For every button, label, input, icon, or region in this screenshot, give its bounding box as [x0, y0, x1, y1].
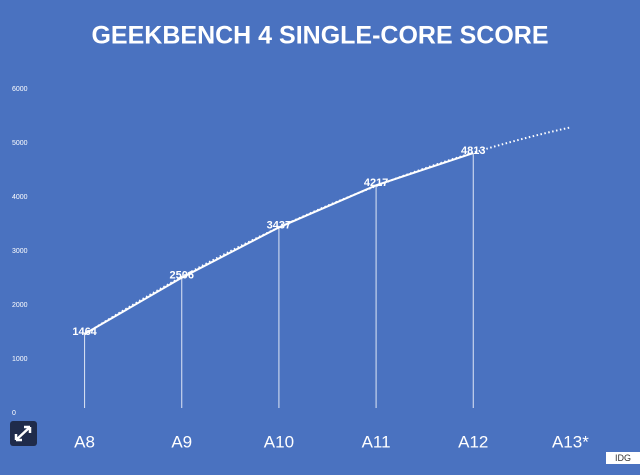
x-tick-label: A13* — [552, 432, 589, 451]
y-tick-label: 5000 — [12, 140, 28, 147]
data-label: 3437 — [267, 219, 291, 231]
y-tick-label: 3000 — [12, 248, 28, 255]
data-label: 4217 — [364, 177, 388, 189]
data-label: 1464 — [72, 326, 97, 338]
y-tick-label: 4000 — [12, 194, 28, 201]
x-tick-label: A12 — [458, 432, 488, 451]
credit: IDG — [615, 453, 631, 463]
x-tick-label: A10 — [264, 432, 294, 451]
expand-icon[interactable] — [10, 421, 37, 446]
y-tick-label: 2000 — [12, 302, 28, 309]
y-tick-label: 1000 — [12, 356, 28, 363]
data-line — [84, 152, 474, 335]
y-tick-label: 6000 — [12, 86, 28, 93]
y-tick-label: 0 — [12, 410, 16, 417]
data-label: 4813 — [461, 145, 485, 157]
x-tick-label: A11 — [362, 432, 391, 451]
x-tick-label: A9 — [171, 432, 192, 451]
x-tick-label: A8 — [74, 432, 95, 451]
credit-box — [606, 452, 640, 464]
chart-title: GEEKBENCH 4 SINGLE-CORE SCORE — [91, 22, 548, 50]
data-label: 2506 — [170, 270, 194, 282]
